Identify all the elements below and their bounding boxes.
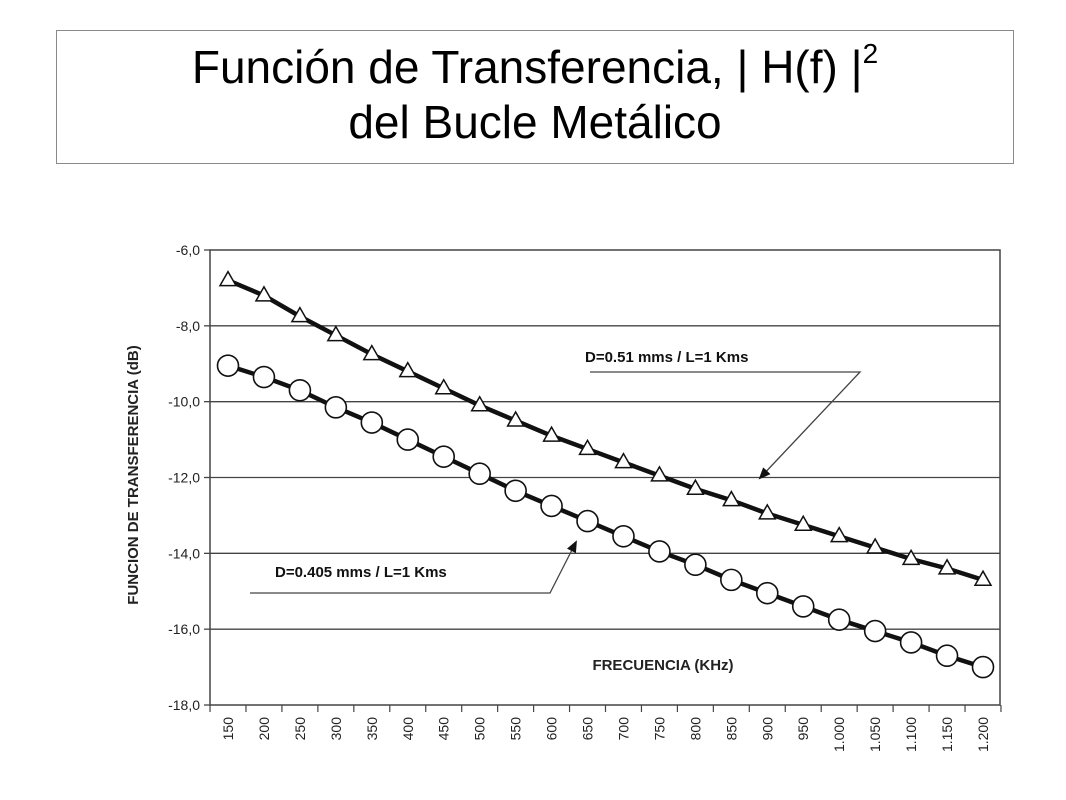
- x-tick-label: 600: [544, 717, 560, 741]
- data-point-triangle: [290, 306, 310, 323]
- series-2-annotation: D=0.405 mms / L=1 Kms: [275, 564, 447, 581]
- data-point-circle: [324, 396, 348, 419]
- data-point-circle: [612, 524, 635, 548]
- gridlines: [210, 325, 1000, 630]
- data-point-triangle: [362, 344, 382, 361]
- y-tick-label: -6,0: [176, 242, 200, 258]
- data-point-circle: [720, 568, 743, 592]
- data-point-circle: [827, 608, 851, 631]
- data-point-triangle: [218, 270, 238, 287]
- data-point-triangle: [829, 526, 849, 543]
- data-point-circle: [935, 644, 959, 668]
- data-point-circle: [863, 619, 887, 643]
- data-point-circle: [396, 428, 420, 451]
- series-2-arrow: [250, 540, 577, 594]
- series-group: [216, 270, 995, 679]
- x-tick-label: 700: [615, 717, 631, 741]
- x-tick-label: 950: [795, 717, 811, 741]
- x-tick-label: 650: [580, 717, 596, 741]
- data-point-triangle: [254, 285, 274, 302]
- x-tick-label: 1.150: [939, 717, 955, 752]
- series-line: [227, 278, 984, 583]
- x-tick-label: 350: [364, 717, 380, 741]
- x-tick-label: 500: [472, 717, 488, 741]
- data-point-circle: [360, 411, 384, 434]
- data-point-triangle: [937, 558, 957, 575]
- data-point-triangle: [506, 410, 525, 427]
- x-tick-label: 300: [328, 717, 344, 741]
- x-tick-label: 200: [256, 717, 272, 741]
- data-point-circle: [252, 365, 276, 389]
- title-line-1-text: Función de Transferencia, | H(f) |: [191, 41, 863, 93]
- x-tick-label: 1.000: [831, 717, 847, 752]
- data-point-triangle: [398, 361, 418, 378]
- data-point-circle: [576, 509, 599, 533]
- data-point-triangle: [757, 503, 777, 520]
- data-point-circle: [216, 354, 240, 377]
- x-axis-label: FRECUENCIA (KHz): [592, 657, 733, 674]
- data-point-circle: [899, 631, 923, 654]
- x-tick-label: 1.100: [903, 717, 919, 752]
- series-1-annotation: D=0.51 mms / L=1 Kms: [585, 349, 748, 366]
- data-point-circle: [288, 378, 312, 402]
- data-point-triangle: [434, 378, 454, 395]
- data-point-triangle: [326, 325, 346, 342]
- data-point-triangle: [686, 478, 705, 495]
- x-tick-label: 150: [220, 717, 236, 741]
- title-superscript: 2: [862, 38, 879, 69]
- x-tick-label: 1.200: [975, 717, 991, 752]
- data-point-triangle: [901, 548, 921, 566]
- y-tick-label: -16,0: [168, 621, 200, 637]
- data-point-triangle: [973, 569, 993, 586]
- y-tick-label: -8,0: [176, 318, 200, 334]
- chart-title: Función de Transferencia, | H(f) |2 del …: [56, 30, 1014, 164]
- x-tick-label: 750: [651, 717, 667, 741]
- x-tick-label: 250: [292, 717, 308, 741]
- data-point-triangle: [793, 514, 813, 531]
- series-1-arrow: [590, 371, 862, 480]
- series-line: [227, 363, 984, 670]
- x-tick-label: 400: [400, 717, 416, 741]
- x-tick-label: 1.050: [867, 717, 883, 752]
- data-point-circle: [540, 494, 563, 518]
- data-point-circle: [684, 553, 707, 577]
- data-point-triangle: [722, 490, 741, 507]
- data-point-circle: [755, 581, 779, 605]
- y-axis-label: FUNCION DE TRANSFERENCIA (dB): [125, 345, 142, 604]
- data-point-circle: [504, 479, 527, 503]
- y-tick-label: -12,0: [168, 470, 200, 486]
- x-tick-label: 850: [723, 717, 739, 741]
- series-2: [216, 354, 995, 679]
- y-tick-label: -10,0: [168, 394, 200, 410]
- data-point-triangle: [578, 438, 597, 456]
- series-1: [218, 270, 993, 586]
- data-point-triangle: [650, 465, 669, 482]
- data-point-triangle: [470, 395, 489, 412]
- data-point-circle: [971, 655, 995, 679]
- title-line-2: del Bucle Metálico: [348, 96, 722, 148]
- title-line-1: Función de Transferencia, | H(f) |2: [57, 40, 1013, 95]
- x-tick-label: 900: [759, 717, 775, 741]
- annotations: D=0.51 mms / L=1 Kms D=0.405 mms / L=1 Km…: [250, 349, 862, 594]
- data-point-circle: [432, 445, 456, 468]
- data-point-triangle: [614, 452, 633, 469]
- y-tick-label: -18,0: [168, 697, 200, 713]
- data-point-circle: [791, 595, 815, 618]
- y-ticks: -6,0 -8,0 -10,0 -12,0 -14,0 -16,0 -18,0: [168, 242, 210, 713]
- x-tick-label: 550: [508, 717, 524, 741]
- data-point-triangle: [542, 425, 561, 442]
- data-point-circle: [468, 462, 491, 486]
- x-tick-label: 450: [436, 717, 452, 741]
- x-tick-label: 800: [687, 717, 703, 741]
- y-tick-label: -14,0: [168, 545, 200, 561]
- data-point-circle: [648, 540, 671, 563]
- x-ticks: 150 200 250 300 350 400 450 500 550 600 650 700 750 8…: [209, 705, 1002, 752]
- data-point-triangle: [865, 537, 885, 554]
